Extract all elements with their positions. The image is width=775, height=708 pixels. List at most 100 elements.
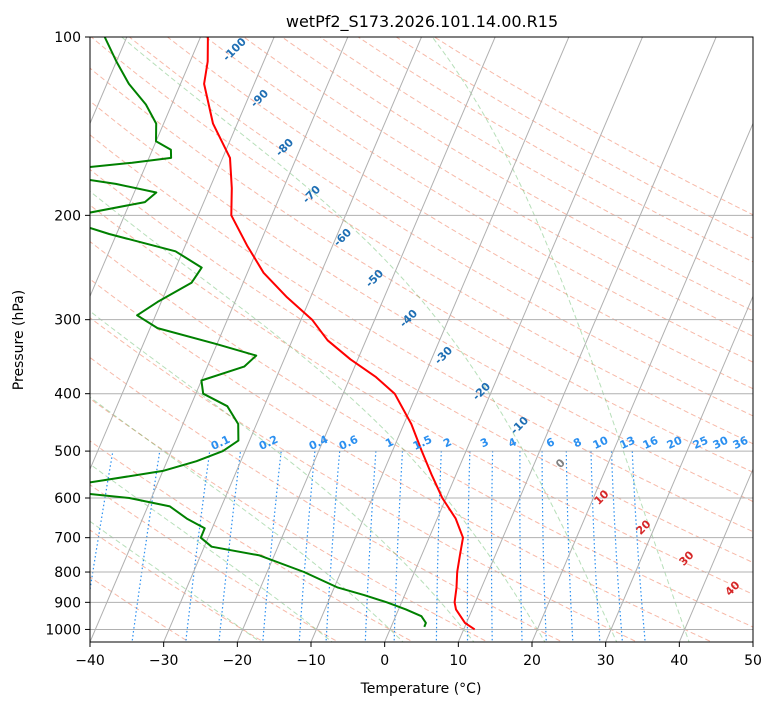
dry-adiabat-line	[128, 37, 753, 417]
mixing-ratio-label: 20	[665, 434, 685, 452]
dry-adiabat-line	[242, 37, 753, 337]
dry-adiabat-line	[90, 134, 753, 533]
mixing-ratio-line	[565, 451, 574, 642]
isotherm-gridline	[605, 295, 753, 642]
dry-adiabat-line	[281, 37, 753, 312]
mixing-ratio-label: 1.5	[411, 433, 434, 453]
mixing-ratio-label: 36	[731, 434, 751, 452]
y-tick-label: 100	[54, 30, 81, 46]
mixing-ratio-label: 0.4	[307, 433, 330, 453]
y-tick-label: 600	[54, 491, 81, 507]
moist-adiabat-line	[121, 37, 618, 642]
dry-adiabat-line	[90, 278, 713, 642]
dry-adiabat-line	[90, 576, 190, 642]
mixing-ratio-label: 25	[691, 434, 710, 452]
mixing-ratio-label: 0.1	[209, 433, 232, 453]
x-tick-label: 30	[597, 653, 615, 669]
mixing-ratio-label: 13	[618, 434, 637, 452]
dry-adiabat-label: -80	[273, 136, 296, 159]
isotherm-gridline	[310, 37, 570, 642]
moist-adiabat-line	[90, 310, 475, 642]
y-tick-label: 700	[54, 531, 81, 547]
x-tick-label: −10	[296, 653, 326, 669]
y-tick-label: 300	[54, 313, 81, 329]
mixing-ratio-line	[393, 451, 404, 642]
x-tick-label: −30	[149, 653, 179, 669]
isotherm-gridline	[163, 37, 423, 642]
moist-adiabat-line	[431, 37, 690, 642]
dry-adiabat-label: -60	[331, 226, 354, 249]
dry-adiabat-line	[90, 37, 753, 445]
dewpoint-profile-line	[90, 37, 427, 628]
x-tick-label: −40	[75, 653, 105, 669]
moist-adiabat-line	[90, 520, 262, 642]
dry-adiabat-line	[319, 37, 753, 287]
dry-adiabat-line	[90, 484, 340, 642]
mixing-ratio-line	[262, 451, 282, 642]
mixing-ratio-line	[364, 451, 377, 642]
dry-adiabat-line	[90, 529, 265, 642]
mixing-ratio-label: 4	[506, 435, 519, 450]
temperature-profile-line	[203, 37, 476, 631]
isotherm-gridline	[236, 37, 496, 642]
moist-adiabat-label: 20	[634, 517, 654, 537]
dry-adiabat-label: -100	[220, 35, 249, 64]
y-tick-label: 1000	[45, 622, 81, 638]
mixing-ratio-label: 2	[441, 435, 453, 450]
mixing-ratio-line	[466, 451, 471, 642]
moist-adiabat-label: 10	[592, 487, 612, 507]
moist-adiabat-label: 0	[553, 456, 568, 471]
y-tick-label: 800	[54, 565, 81, 581]
dry-adiabat-line	[90, 168, 753, 564]
moist-adiabat-line	[90, 463, 333, 642]
y-axis-label: Pressure (hPa)	[11, 290, 27, 390]
isotherm-gridline	[752, 640, 753, 642]
mixing-ratio-line	[590, 451, 601, 642]
x-axis-label: Temperature (°C)	[360, 681, 482, 697]
dry-adiabat-label: -10	[508, 414, 531, 437]
mixing-ratio-label: 3	[478, 435, 490, 450]
dry-adiabat-line	[90, 440, 414, 642]
mixing-ratio-line	[631, 451, 646, 642]
y-tick-label: 900	[54, 595, 81, 611]
mixing-ratio-label: 30	[711, 434, 731, 452]
dry-adiabat-label: -20	[470, 380, 493, 403]
mixing-ratio-label: 0.6	[337, 433, 360, 453]
mixing-ratio-line	[298, 451, 316, 642]
mixing-ratio-label: 6	[544, 435, 557, 450]
isotherm-gridline	[90, 37, 202, 298]
x-tick-label: 50	[744, 653, 762, 669]
isotherm-gridline	[90, 37, 275, 471]
mixing-ratio-label: 8	[571, 435, 583, 450]
y-tick-label: 500	[54, 444, 81, 460]
mixing-ratio-line	[131, 451, 161, 642]
isotherm-gridline	[0, 24, 59, 645]
mixing-ratio-label: 16	[641, 434, 661, 452]
plot-frame	[89, 36, 754, 643]
x-tick-label: 0	[380, 653, 389, 669]
dry-adiabat-line	[357, 37, 753, 263]
dry-adiabat-line	[90, 356, 564, 642]
x-tick-label: 20	[523, 653, 541, 669]
mixing-ratio-line	[325, 451, 341, 642]
moist-adiabat-label: 30	[677, 548, 697, 568]
moist-adiabat-line	[90, 190, 546, 642]
mixing-ratio-line	[541, 451, 547, 642]
isotherm-gridline	[90, 37, 349, 642]
x-tick-label: 10	[449, 653, 467, 669]
mixing-ratio-line	[519, 451, 523, 642]
dry-adiabat-line	[166, 37, 753, 390]
isotherm-gridline	[678, 467, 753, 642]
x-tick-label: −20	[223, 653, 253, 669]
mixing-ratio-line	[435, 451, 442, 642]
dry-adiabat-line	[204, 37, 753, 363]
dry-adiabat-label: -70	[300, 183, 323, 206]
mixing-ratio-label: 10	[591, 434, 611, 452]
dry-adiabat-line	[90, 204, 753, 595]
dry-adiabat-line	[90, 317, 639, 642]
isotherm-gridline	[384, 37, 644, 642]
isotherm-gridline	[457, 37, 717, 642]
chart-title: wetPf2_S173.2026.101.14.00.R15	[286, 12, 558, 32]
dry-adiabat-line	[90, 397, 489, 642]
